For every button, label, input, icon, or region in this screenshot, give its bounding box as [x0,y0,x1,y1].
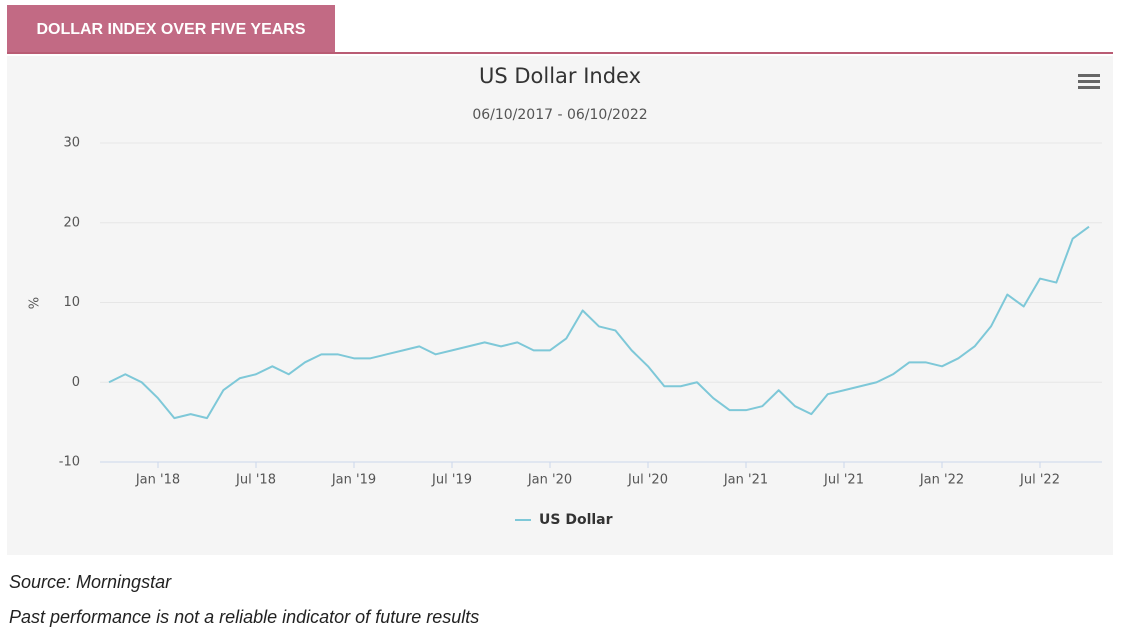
x-tick-label: Jan '20 [527,473,572,488]
menu-bar [1078,80,1100,83]
x-tick-label: Jul '18 [235,473,276,488]
y-tick-label: 20 [63,215,80,230]
x-tick-label: Jul '19 [431,473,472,488]
y-tick-label: 30 [63,136,80,151]
menu-bar [1078,86,1100,89]
x-tick-label: Jul '20 [627,473,668,488]
data-line [108,225,1090,420]
source-note: Source: Morningstar [9,572,172,592]
chart-background [7,56,1113,555]
x-tick-label: Jan '22 [919,473,964,488]
x-tick-label: Jul '21 [823,473,864,488]
menu-button[interactable] [1074,68,1104,96]
legend-label: US Dollar [539,512,613,528]
x-tick-label: Jan '18 [135,473,180,488]
chart-title: US Dollar Index [479,64,641,88]
section-tab: DOLLAR INDEX OVER FIVE YEARS [7,5,335,52]
y-axis-label: % [28,297,43,309]
y-tick-label: -10 [59,455,80,470]
x-tick-label: Jul '22 [1019,473,1060,488]
y-tick-label: 0 [72,375,80,390]
x-tick-label: Jan '19 [331,473,376,488]
disclaimer: Past performance is not a reliable indic… [9,607,480,627]
menu-bar [1078,74,1100,77]
chart-subtitle: 06/10/2017 - 06/10/2022 [472,107,647,123]
y-tick-label: 10 [63,295,80,310]
divider [7,52,1113,54]
x-tick-label: Jan '21 [723,473,768,488]
